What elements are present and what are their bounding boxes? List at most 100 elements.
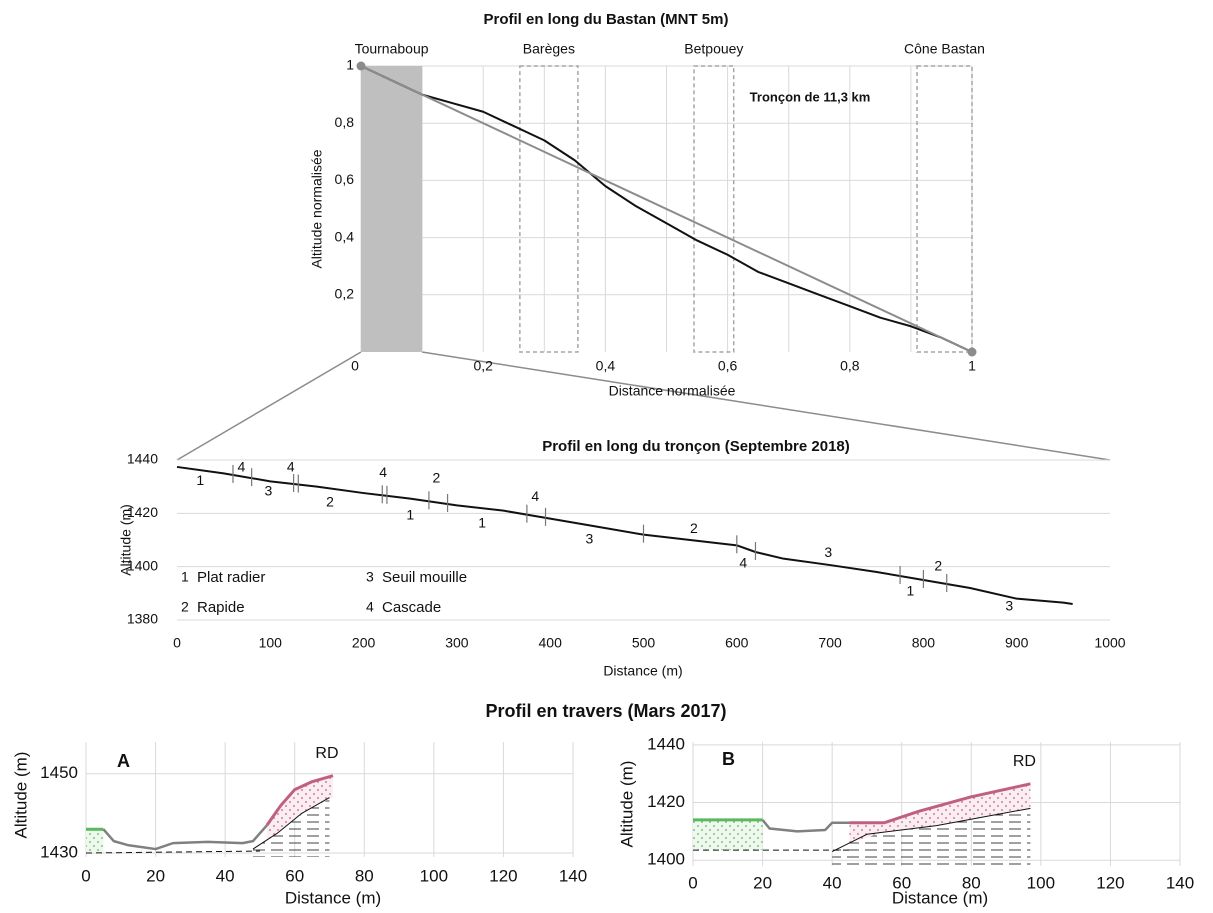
x-tick-label: 500	[632, 635, 656, 651]
x-axis-label: Distance (m)	[603, 663, 682, 679]
segment-label: 4	[237, 459, 245, 475]
x-axis-label: Distance (m)	[285, 888, 381, 907]
x-tick-label: 0	[688, 873, 697, 892]
y-tick-label: 1420	[647, 792, 685, 811]
x-tick-label: 80	[962, 873, 981, 892]
segment-label: 4	[379, 464, 387, 480]
legend-label: Rapide	[197, 599, 245, 616]
end-marker	[967, 347, 977, 357]
legend-key: 1	[181, 569, 189, 585]
line	[849, 782, 1031, 825]
x-tick-label: 120	[1096, 873, 1124, 892]
panel-label: B	[722, 749, 735, 769]
x-tick-label: 0,8	[840, 358, 860, 374]
y-tick-label: 1400	[127, 557, 158, 573]
x-tick-label: 300	[445, 635, 469, 651]
x-tick-label: 0,6	[718, 358, 738, 374]
line	[265, 774, 334, 827]
legend-key: 4	[366, 599, 374, 615]
line	[761, 819, 850, 833]
x-tick-label: 40	[216, 866, 235, 885]
x-axis-label: Distance normalisée	[609, 383, 736, 399]
region	[916, 65, 973, 353]
y-axis-label: Altitude (m)	[118, 504, 134, 576]
segment-label: 1	[478, 515, 486, 531]
annotation: Tronçon de 11,3 km	[750, 89, 871, 104]
line	[176, 465, 1073, 605]
x-tick-label: 1000	[1094, 635, 1125, 651]
area-fill	[266, 775, 333, 841]
area-fill	[252, 797, 330, 857]
x-tick-label: 60	[285, 866, 304, 885]
region-label: Betpouey	[684, 41, 743, 57]
line	[360, 65, 973, 353]
legend-key: 2	[181, 599, 189, 615]
segment-label: 2	[432, 469, 440, 485]
legend-key: 3	[366, 569, 374, 585]
x-axis-label: Distance (m)	[892, 888, 988, 907]
segment-label: 4	[287, 459, 295, 475]
y-tick-label: 0,2	[335, 286, 355, 302]
line	[102, 824, 268, 851]
segment-label: 1	[406, 507, 414, 523]
x-tick-label: 0	[173, 635, 181, 651]
y-tick-label: 0,4	[335, 228, 355, 244]
panel-label: A	[117, 751, 130, 771]
x-tick-label: 200	[352, 635, 376, 651]
line	[831, 807, 1031, 853]
y-tick-label: 1450	[40, 763, 78, 782]
segment-label: 3	[1005, 597, 1013, 613]
legend-label: Cascade	[382, 599, 441, 616]
legend-label: Plat radier	[197, 569, 265, 586]
region	[519, 65, 579, 353]
region	[693, 65, 735, 353]
y-axis-label: Altitude (m)	[617, 761, 636, 848]
region-label: Tournaboup	[355, 41, 429, 57]
annotation: RD	[1013, 753, 1036, 770]
x-tick-label: 0	[351, 358, 359, 374]
segment-label: 1	[906, 583, 914, 599]
x-tick-label: 60	[892, 873, 911, 892]
annotation: RD	[315, 745, 338, 762]
region-label: Cône Bastan	[904, 41, 985, 57]
y-tick-label: 0,8	[335, 114, 355, 130]
y-tick-label: 1440	[647, 734, 685, 753]
segment-label: 3	[265, 483, 273, 499]
y-axis-label: Altitude (m)	[11, 752, 30, 839]
x-tick-label: 40	[823, 873, 842, 892]
segment-label: 4	[531, 488, 539, 504]
x-tick-label: 100	[420, 866, 448, 885]
line	[360, 65, 973, 353]
chart-title: Profil en long du tronçon (Septembre 201…	[542, 438, 850, 455]
segment-label: 3	[824, 544, 832, 560]
x-tick-label: 80	[355, 866, 374, 885]
line	[252, 797, 330, 850]
y-tick-label: 1440	[127, 451, 158, 467]
x-tick-label: 1	[968, 358, 976, 374]
y-tick-label: 1400	[647, 850, 685, 869]
x-tick-label: 900	[1005, 635, 1029, 651]
x-tick-label: 120	[489, 866, 517, 885]
x-tick-label: 100	[259, 635, 283, 651]
x-tick-label: 0,2	[473, 358, 493, 374]
x-tick-label: 100	[1027, 873, 1055, 892]
x-tick-label: 400	[539, 635, 563, 651]
y-tick-label: 0,6	[335, 171, 355, 187]
x-tick-label: 700	[818, 635, 842, 651]
legend-label: Seuil mouille	[382, 569, 467, 586]
region-label: Barèges	[523, 41, 575, 57]
region	[361, 66, 423, 352]
x-tick-label: 800	[912, 635, 936, 651]
area-fill	[86, 829, 104, 854]
x-tick-label: 20	[146, 866, 165, 885]
y-tick-label: 1420	[127, 504, 158, 520]
x-tick-label: 600	[725, 635, 749, 651]
segment-label: 2	[326, 493, 334, 509]
x-tick-label: 0	[81, 866, 90, 885]
chart-title: Profil en long du Bastan (MNT 5m)	[483, 11, 728, 28]
area-fill	[832, 808, 1031, 866]
segment-label: 1	[196, 472, 204, 488]
area-fill	[693, 819, 763, 851]
end-marker	[356, 61, 366, 71]
